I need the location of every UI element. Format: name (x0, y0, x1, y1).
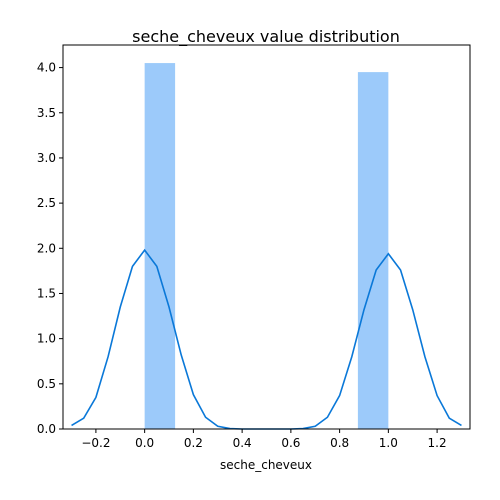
x-tick-label: −0.2 (81, 436, 110, 450)
y-tick-label: 0.5 (37, 377, 56, 391)
kde-curve (71, 248, 462, 430)
y-tick-label: 4.0 (37, 61, 56, 75)
y-tick-label: 1.0 (37, 332, 56, 346)
y-tick-label: 1.5 (37, 286, 56, 300)
plot-area (71, 63, 462, 430)
histogram-bar-0 (144, 63, 176, 429)
x-tick-label: 0.0 (135, 436, 154, 450)
chart-title: seche_cheveux value distribution (132, 27, 400, 47)
histogram-bar-1 (357, 72, 389, 429)
x-tick-label: 1.0 (379, 436, 398, 450)
y-tick-label: 2.5 (37, 196, 56, 210)
x-tick-label: 1.2 (428, 436, 447, 450)
y-tick-label: 3.5 (37, 106, 56, 120)
x-axis: −0.2 0.0 0.2 0.4 0.6 0.8 1.0 1.2 (81, 429, 447, 450)
y-tick-label: 3.0 (37, 151, 56, 165)
x-tick-label: 0.8 (330, 436, 349, 450)
y-tick-label: 0.0 (37, 422, 56, 436)
y-axis: 0.0 0.5 1.0 1.5 2.0 2.5 3.0 3.5 4.0 (37, 61, 63, 436)
y-tick-label: 2.0 (37, 241, 56, 255)
x-axis-label: seche_cheveux (220, 458, 312, 472)
x-tick-label: 0.6 (281, 436, 300, 450)
x-tick-label: 0.2 (184, 436, 203, 450)
x-tick-label: 0.4 (233, 436, 252, 450)
plot-frame (62, 44, 471, 430)
